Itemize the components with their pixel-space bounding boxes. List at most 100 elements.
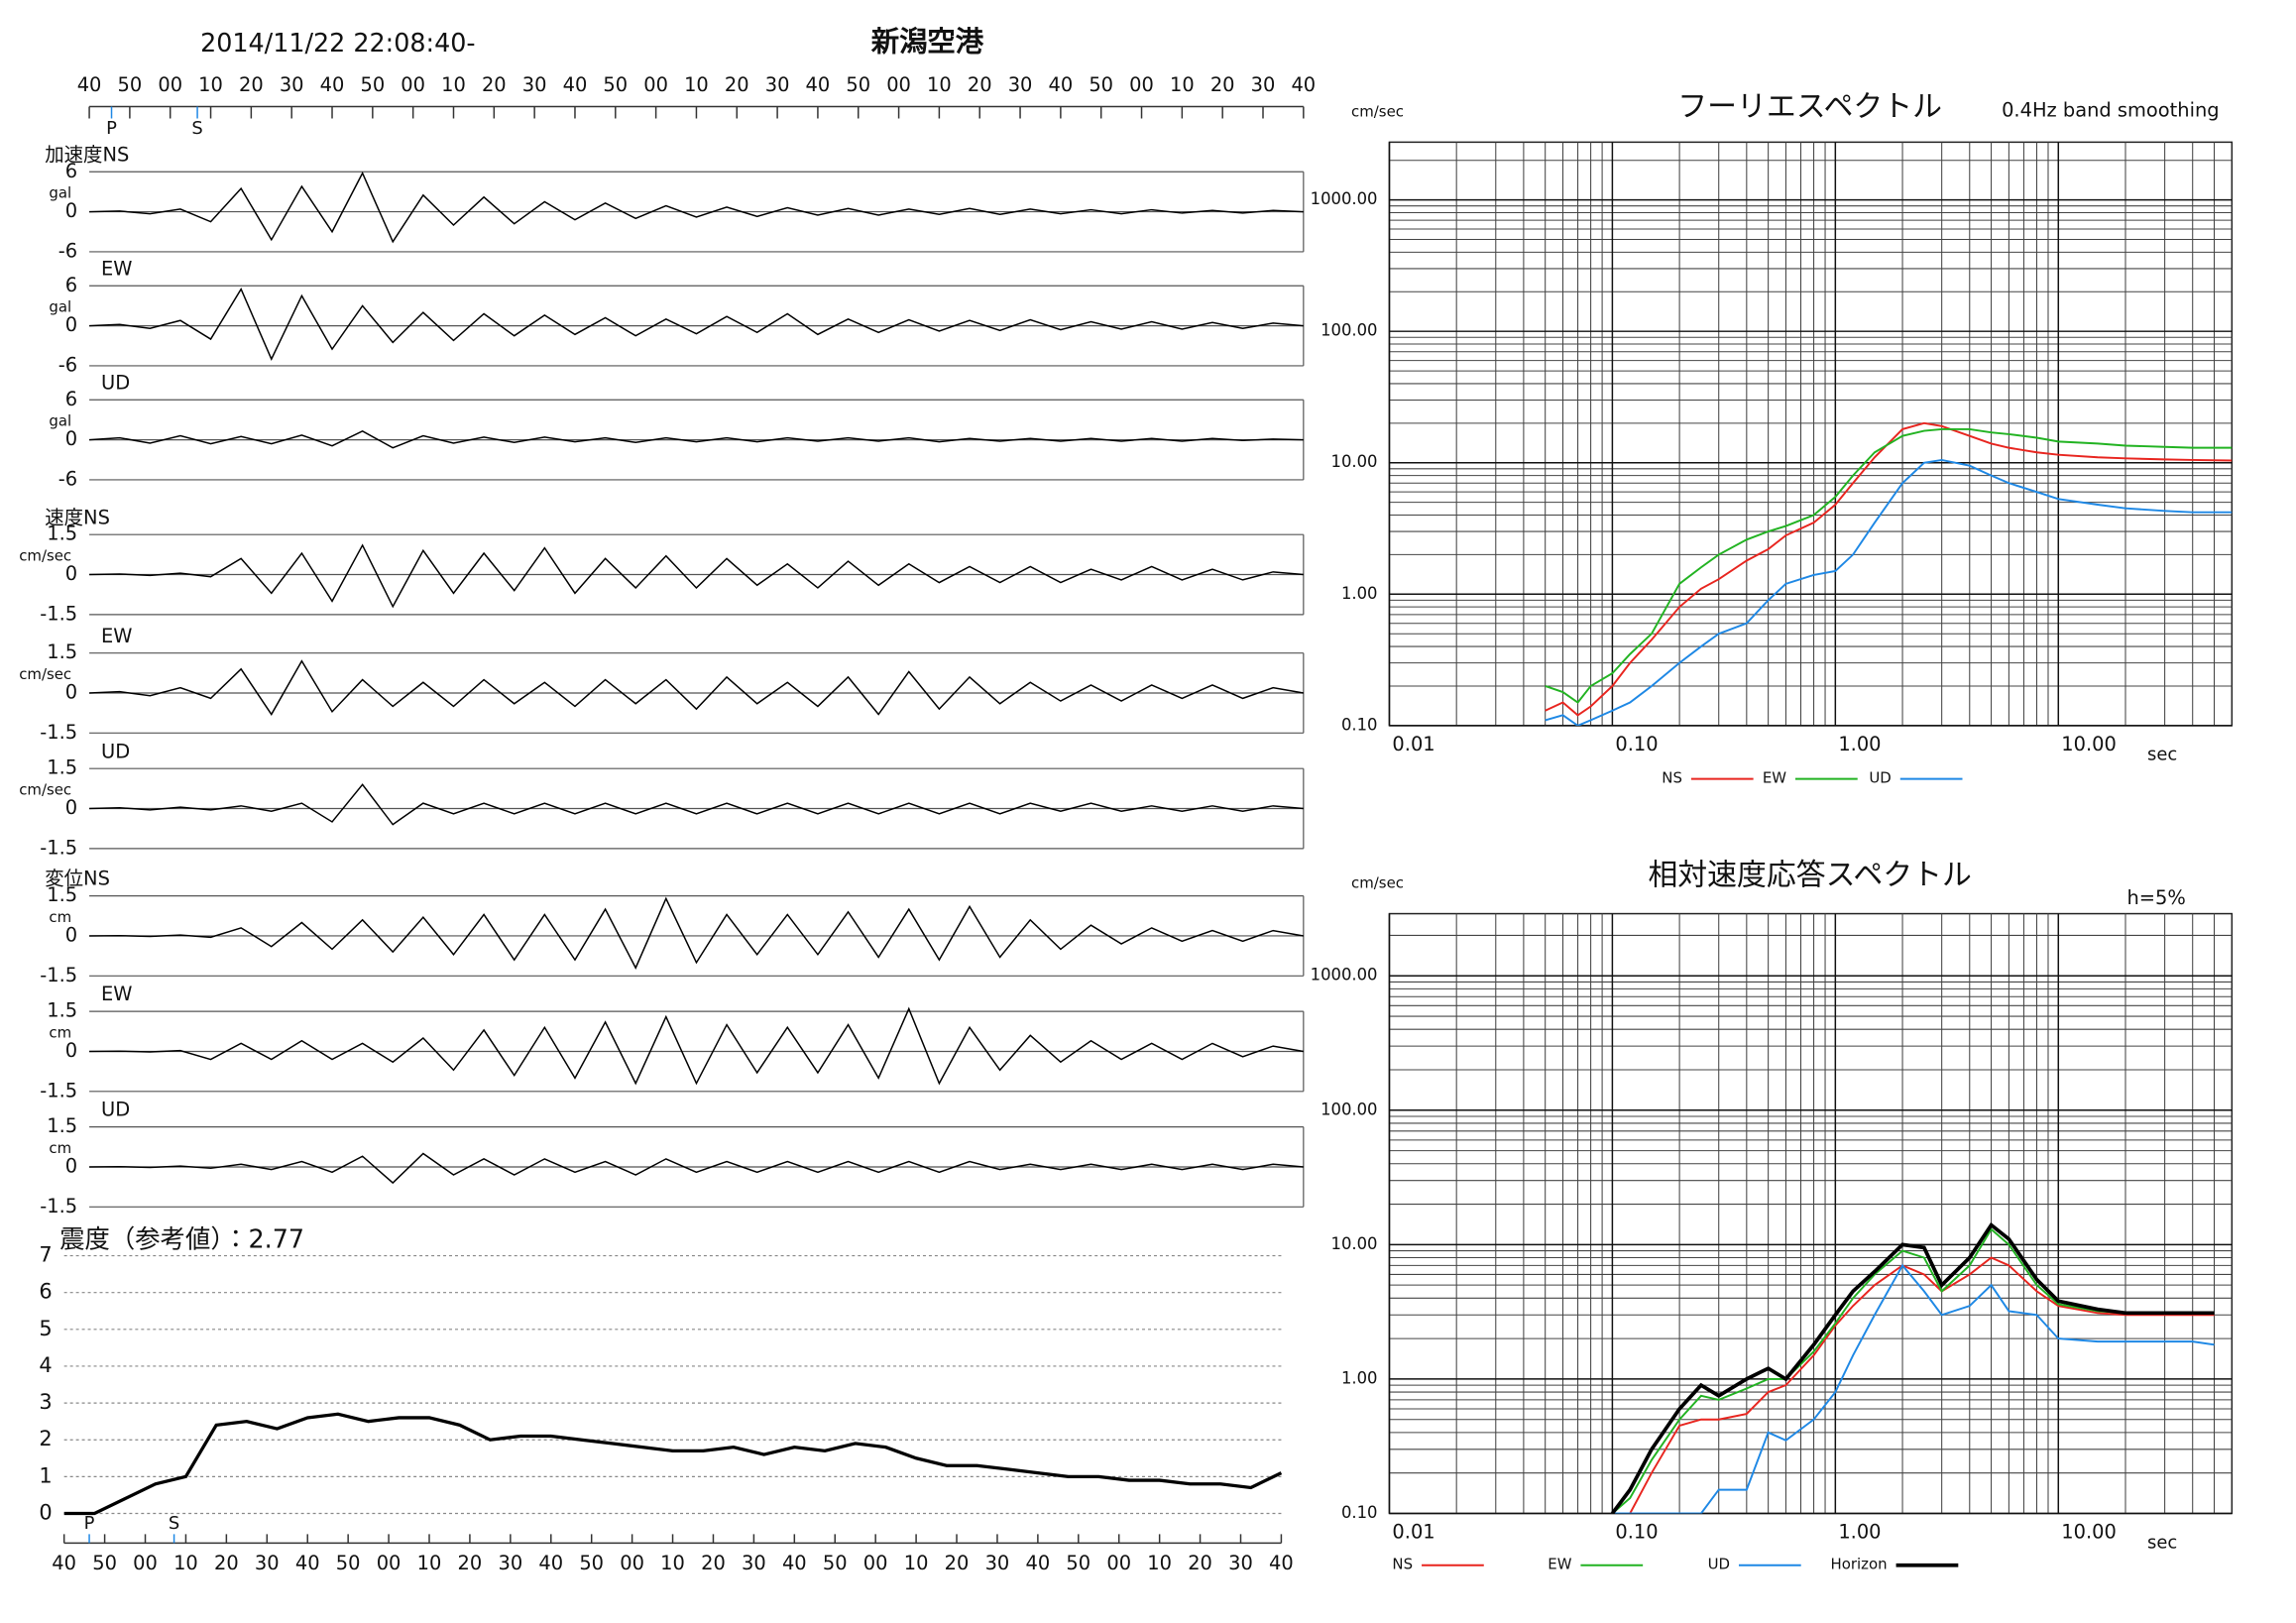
y-tick-label: 3 <box>39 1390 52 1414</box>
record-datetime: 2014/11/22 22:08:40- <box>200 28 475 58</box>
x-tick-label: 20 <box>1188 1552 1212 1574</box>
waveform <box>89 1006 1304 1086</box>
x-tick-label: 40 <box>77 73 102 96</box>
x-tick-label: 10 <box>684 73 709 96</box>
y-tick-label: 1.5 <box>47 1114 77 1137</box>
x-tick-label: 20 <box>725 73 749 96</box>
y-tick-label: 1.5 <box>47 522 77 545</box>
x-axis-label: sec <box>2147 745 2177 765</box>
x-tick-label: 0.10 <box>1615 1520 1658 1543</box>
y-tick-label: 100.00 <box>1320 1100 1377 1118</box>
waveform <box>89 543 1304 609</box>
chart-subtitle: h=5% <box>2126 886 2185 909</box>
spectrum-line <box>1612 1256 2215 1514</box>
chart-title: 相対速度応答スペクトル <box>1648 859 1971 893</box>
y-tick-label: 1.00 <box>1341 584 1378 603</box>
y-tick-label: -1.5 <box>40 1079 77 1101</box>
y-axis-label: cm/sec <box>1351 103 1404 121</box>
x-tick-label: 50 <box>1066 1552 1091 1574</box>
x-tick-label: 40 <box>320 73 345 96</box>
x-tick-label: 50 <box>603 73 628 96</box>
legend-label: NS <box>1392 1556 1413 1573</box>
panel-unit: cm <box>49 1024 71 1042</box>
waveform <box>89 430 1304 449</box>
x-tick-label: 00 <box>1129 73 1154 96</box>
x-tick-label: 1.00 <box>1838 1520 1881 1543</box>
y-tick-label: -1.5 <box>40 602 77 625</box>
spectrum-line <box>1612 1263 2215 1514</box>
x-tick-label: 50 <box>92 1552 117 1574</box>
y-tick-label: 4 <box>39 1353 52 1377</box>
panel-unit: cm/sec <box>19 665 71 683</box>
x-tick-label: 0.01 <box>1392 733 1435 755</box>
y-tick-label: 0 <box>39 1500 52 1524</box>
y-tick-label: 1.5 <box>47 756 77 779</box>
x-tick-label: 40 <box>1049 73 1074 96</box>
waveform <box>89 659 1304 716</box>
y-tick-label: 0 <box>65 1154 77 1177</box>
phase-label: S <box>169 1513 179 1534</box>
panel-unit: gal <box>49 412 71 430</box>
panel-unit: cm/sec <box>19 781 71 799</box>
x-tick-label: 30 <box>255 1552 280 1574</box>
x-tick-label: 10.00 <box>2061 1520 2117 1543</box>
x-tick-label: 00 <box>401 73 425 96</box>
x-tick-label: 20 <box>701 1552 726 1574</box>
x-tick-label: 10 <box>1170 73 1195 96</box>
x-tick-label: 50 <box>823 1552 848 1574</box>
y-tick-label: 100.00 <box>1320 321 1377 340</box>
x-tick-label: 00 <box>620 1552 644 1574</box>
y-tick-label: 1000.00 <box>1311 189 1378 208</box>
y-tick-label: 0.10 <box>1341 1503 1378 1522</box>
x-tick-label: 10 <box>198 73 223 96</box>
x-tick-label: 40 <box>1026 1552 1051 1574</box>
y-tick-label: 1.00 <box>1341 1368 1378 1387</box>
legend-label: EW <box>1763 769 1786 787</box>
y-tick-label: 0 <box>65 1039 77 1062</box>
y-tick-label: 0 <box>65 313 77 336</box>
phase-label: P <box>106 118 117 139</box>
y-tick-label: 10.00 <box>1331 452 1378 471</box>
legend-label: UD <box>1869 769 1891 787</box>
x-tick-label: 20 <box>945 1552 970 1574</box>
spectrum-line <box>1545 427 2233 704</box>
y-tick-label: -6 <box>58 239 77 262</box>
intensity-line <box>63 1412 1283 1516</box>
x-tick-label: 30 <box>522 73 547 96</box>
x-tick-label: 50 <box>579 1552 604 1574</box>
x-tick-label: 50 <box>846 73 870 96</box>
waveform <box>89 288 1304 361</box>
x-tick-label: 20 <box>968 73 992 96</box>
x-tick-label: 0.10 <box>1615 733 1658 755</box>
x-tick-label: 00 <box>643 73 668 96</box>
y-tick-label: 1.5 <box>47 883 77 906</box>
x-tick-label: 00 <box>863 1552 888 1574</box>
chart-title: フーリエスペクトル <box>1677 90 1942 125</box>
x-tick-label: 20 <box>458 1552 483 1574</box>
y-tick-label: 0 <box>65 923 77 946</box>
y-tick-label: 1 <box>39 1463 52 1487</box>
spectrum-line <box>1611 1227 2215 1514</box>
y-tick-label: 0 <box>65 796 77 819</box>
x-tick-label: 10 <box>1147 1552 1172 1574</box>
x-tick-label: 20 <box>482 73 507 96</box>
x-tick-label: 30 <box>985 1552 1010 1574</box>
panel-name: 加速度NS <box>45 143 129 166</box>
x-tick-label: 00 <box>133 1552 158 1574</box>
y-tick-label: 6 <box>65 274 77 296</box>
panel-unit: gal <box>49 298 71 316</box>
x-axis-label: sec <box>2147 1532 2177 1553</box>
x-tick-label: 40 <box>563 73 588 96</box>
panel-name: UD <box>101 1099 130 1121</box>
x-tick-label: 10 <box>927 73 952 96</box>
x-tick-label: 00 <box>1106 1552 1131 1574</box>
x-tick-label: 20 <box>1210 73 1235 96</box>
y-tick-label: 1000.00 <box>1311 966 1378 985</box>
x-tick-label: 30 <box>1251 73 1276 96</box>
x-tick-label: 40 <box>295 1552 320 1574</box>
spectrum-line <box>1610 1221 2215 1514</box>
x-tick-label: 40 <box>1269 1552 1294 1574</box>
y-tick-label: 10.00 <box>1331 1234 1378 1253</box>
chart-title: 震度（参考値）：2.77 <box>59 1224 304 1254</box>
